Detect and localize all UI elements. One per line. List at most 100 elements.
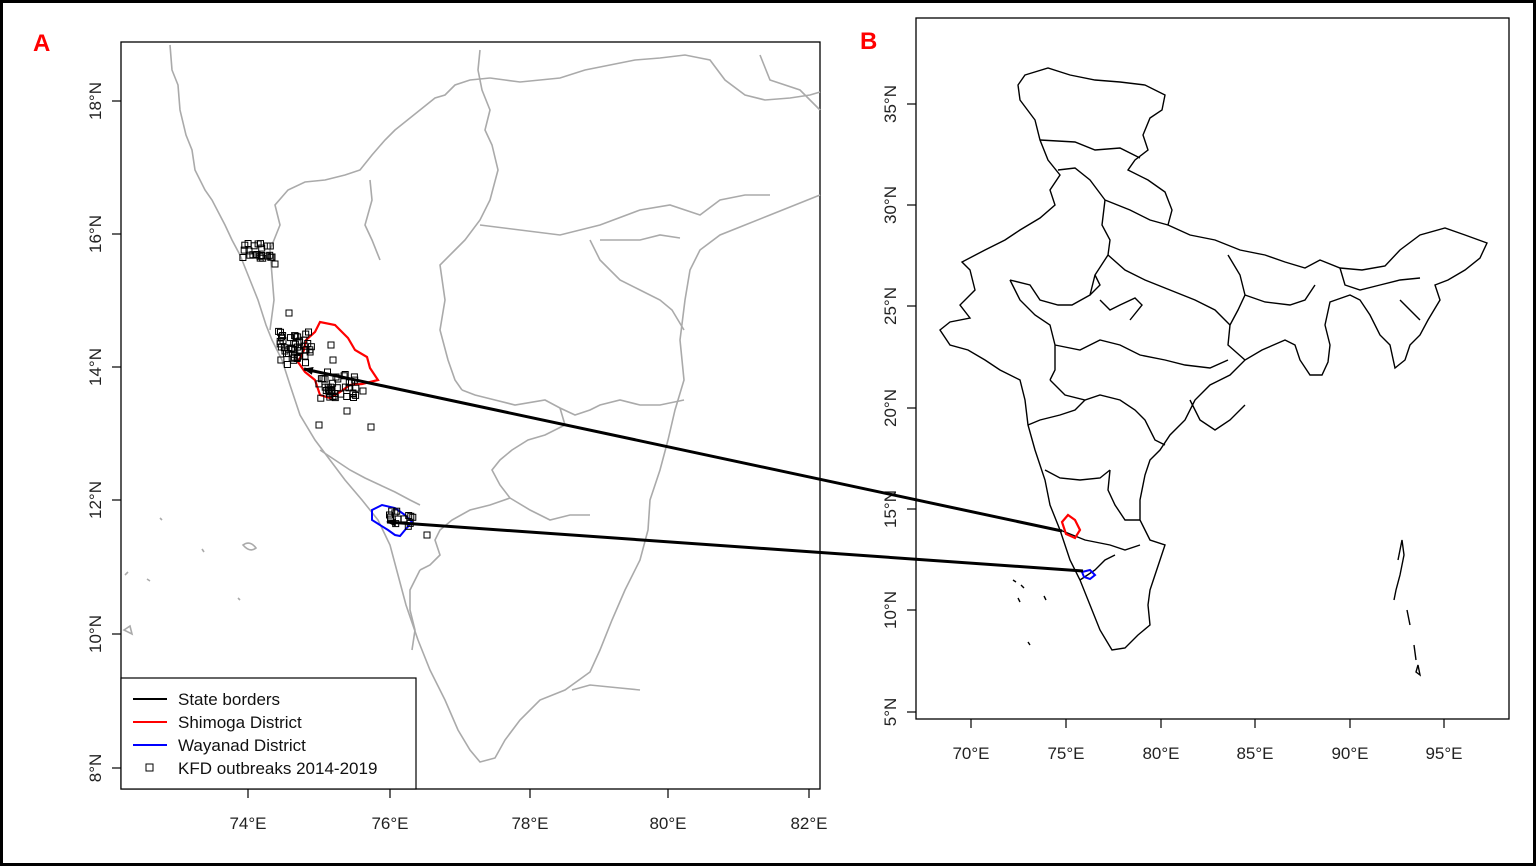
legend-label-state-borders: State borders: [178, 690, 280, 709]
panel-b-lat-axis: 5°N 10°N 15°N 20°N 25°N 30°N 35°N: [881, 85, 916, 726]
wayanad-district: [371, 503, 414, 538]
kfd-outbreak-marker: [279, 332, 287, 339]
kfd-outbreak-marker: [341, 383, 349, 391]
kfd-outbreak-marker: [321, 375, 329, 383]
kfd-outbreak-marker: [268, 253, 276, 261]
kfd-outbreak-marker: [331, 394, 339, 402]
kfd-outbreak-marker: [317, 375, 325, 383]
wayanad-link-arrow: [386, 518, 1084, 573]
kfd-outbreak-marker: [276, 340, 284, 348]
lat-tick-label: 10°N: [86, 615, 105, 653]
kfd-outbreak-marker: [405, 512, 413, 519]
kfd-outbreak-marker: [244, 240, 252, 247]
kfd-outbreak-marker: [258, 244, 266, 252]
legend-swatch-kfd: [145, 763, 154, 772]
kfd-outbreak-marker: [315, 421, 323, 429]
lon-tick-label: 75°E: [1047, 744, 1084, 763]
kfd-outbreak-marker: [386, 511, 393, 519]
shimoga-district-india: [1060, 513, 1082, 540]
kfd-outbreak-marker: [277, 356, 285, 364]
lat-tick-label: 14°N: [86, 348, 105, 386]
kfd-outbreak-marker: [367, 423, 375, 431]
kfd-outbreak-marker: [329, 379, 337, 387]
lon-tick-label: 85°E: [1236, 744, 1273, 763]
panel-a-legend: State borders Shimoga District Wayanad D…: [120, 677, 417, 790]
lon-tick-label: 90°E: [1331, 744, 1368, 763]
kfd-outbreak-marker: [239, 254, 247, 261]
lon-tick-label: 95°E: [1425, 744, 1462, 763]
kfd-outbreak-marker: [271, 260, 279, 268]
panel-b-lon-axis: 70°E 75°E 80°E 85°E 90°E 95°E: [952, 719, 1463, 763]
india-outline: [939, 67, 1488, 677]
kfd-outbreak-marker: [300, 342, 308, 350]
kfd-outbreak-marker: [285, 309, 293, 317]
panel-b-plot-box: [915, 17, 1510, 720]
lat-tick-label: 8°N: [86, 754, 105, 783]
kfd-outbreak-marker: [278, 333, 285, 341]
kfd-outbreak-marker: [240, 246, 248, 254]
lat-tick-label: 25°N: [881, 287, 900, 325]
kfd-outbreak-marker: [423, 531, 431, 539]
kfd-outbreak-marker: [327, 341, 335, 349]
panel-a-plot-box: [120, 41, 821, 790]
panel-b-map: 5°N 10°N 15°N 20°N 25°N 30°N 35°N 70°E 75°E 80°E…: [881, 17, 1510, 763]
kfd-outbreak-marker: [296, 338, 304, 346]
kfd-outbreak-marker: [291, 340, 299, 348]
kfd-outbreak-marker: [292, 332, 300, 340]
shimoga-link-arrow: [303, 366, 1063, 533]
kfd-outbreak-marker: [317, 394, 325, 402]
panel-a-lon-axis: 74°E 76°E 78°E 80°E 82°E: [229, 789, 828, 833]
legend-box: [120, 677, 417, 790]
kfd-outbreak-marker: [329, 393, 337, 400]
panel-a-map: 8°N 10°N 12°N 14°N 16°N 18°N 74°E 76°E 78°E 80°E…: [86, 41, 828, 833]
legend-label-kfd: KFD outbreaks 2014-2019: [178, 759, 377, 778]
legend-label-wayanad: Wayanad District: [178, 736, 306, 755]
kfd-outbreak-marker: [245, 247, 253, 255]
kfd-outbreak-marker: [281, 347, 289, 355]
panel-a-label: A: [33, 30, 50, 57]
kfd-outbreak-marker: [296, 352, 304, 360]
kfd-outbreak-marker: [266, 251, 274, 259]
kfd-outbreak-marker: [246, 251, 254, 259]
kfd-outbreak-marker: [283, 361, 291, 368]
kfd-outbreak-marker: [407, 512, 415, 520]
lat-tick-label: 20°N: [881, 389, 900, 427]
lat-tick-label: 16°N: [86, 215, 105, 253]
lon-tick-label: 80°E: [1142, 744, 1179, 763]
kfd-outbreak-marker: [306, 346, 314, 354]
kfd-outbreak-marker: [329, 356, 337, 364]
panel-b-label: B: [860, 28, 877, 55]
kfd-outbreak-marker: [393, 507, 401, 515]
kfd-outbreak-marker: [290, 353, 298, 361]
lon-tick-label: 80°E: [649, 814, 686, 833]
kfd-outbreak-marker: [359, 387, 367, 395]
kfd-outbreak-marker: [343, 407, 351, 415]
kfd-outbreak-marker: [266, 242, 274, 250]
wayanad-district-india: [1080, 568, 1097, 581]
kfd-outbreak-marker: [324, 385, 332, 393]
kfd-outbreak-marker: [256, 254, 264, 262]
panel-a-state-borders: [122, 44, 821, 763]
lat-tick-label: 15°N: [881, 490, 900, 528]
kfd-outbreak-points: [239, 240, 431, 539]
lat-tick-label: 18°N: [86, 82, 105, 120]
lon-tick-label: 76°E: [371, 814, 408, 833]
lat-tick-label: 30°N: [881, 186, 900, 224]
lat-tick-label: 10°N: [881, 591, 900, 629]
lon-tick-label: 70°E: [952, 744, 989, 763]
legend-label-shimoga: Shimoga District: [178, 713, 302, 732]
lat-tick-label: 5°N: [881, 698, 900, 727]
kfd-outbreak-marker: [302, 330, 310, 338]
kfd-outbreak-marker: [350, 394, 357, 401]
lat-tick-label: 35°N: [881, 85, 900, 123]
kfd-outbreak-marker: [349, 389, 357, 397]
lon-tick-label: 78°E: [511, 814, 548, 833]
lon-tick-label: 82°E: [790, 814, 827, 833]
lat-tick-label: 12°N: [86, 481, 105, 519]
lon-tick-label: 74°E: [229, 814, 266, 833]
kfd-outbreak-marker: [302, 359, 309, 367]
panel-a-lat-axis: 8°N 10°N 12°N 14°N 16°N 18°N: [86, 82, 121, 782]
kfd-outbreak-marker: [322, 387, 330, 394]
kfd-outbreak-marker: [287, 334, 294, 342]
